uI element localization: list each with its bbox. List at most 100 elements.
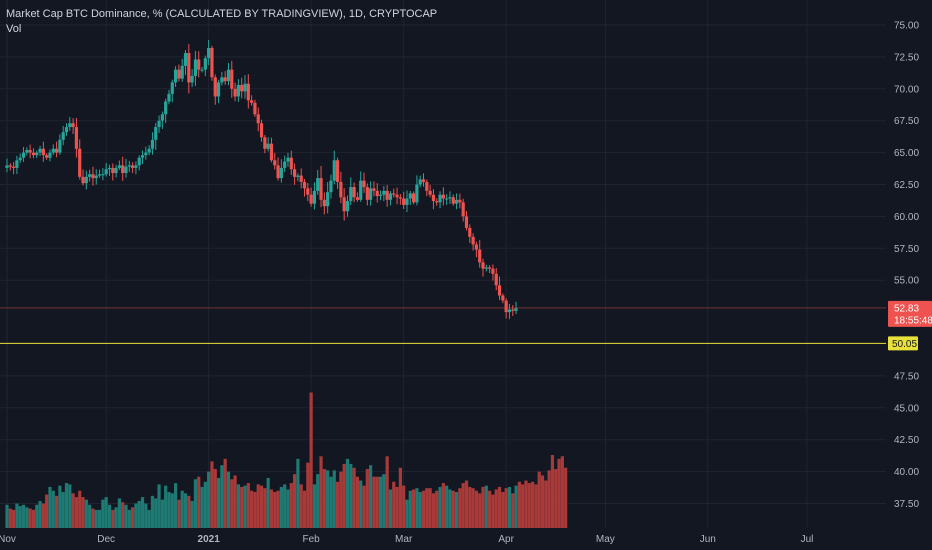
volume-bar — [352, 467, 356, 528]
volume-bar — [236, 484, 240, 528]
candle-body — [173, 69, 178, 83]
x-tick-label: 2021 — [198, 534, 221, 545]
candle-body — [299, 175, 303, 182]
volume-bar — [61, 492, 65, 528]
candle-body — [253, 102, 257, 115]
last-price-tag — [888, 300, 932, 327]
candle-body — [319, 178, 323, 200]
candle-body — [411, 193, 416, 203]
candle-body — [355, 197, 359, 200]
volume-bar — [372, 476, 376, 528]
x-tick-label: Feb — [303, 534, 321, 545]
volume-bar — [263, 488, 267, 528]
candle-body — [5, 165, 9, 168]
volume-bar — [101, 499, 105, 528]
volume-bar — [339, 471, 343, 528]
volume-bar — [544, 480, 548, 528]
symbol-title[interactable]: Market Cap BTC Dominance, % (CALCULATED … — [6, 8, 438, 20]
candle-body — [342, 197, 346, 212]
candle-body — [365, 187, 369, 200]
candle-body — [127, 165, 131, 167]
volume-bar — [511, 493, 515, 528]
candle-body — [124, 166, 128, 174]
candle-body — [117, 165, 121, 168]
candle-body — [15, 160, 19, 168]
volume-bar — [448, 489, 452, 528]
candle-body — [12, 166, 16, 168]
candle-body — [501, 295, 505, 301]
candle-body — [494, 273, 498, 286]
volume-bar — [405, 499, 409, 528]
candle-body — [378, 194, 383, 196]
candle-body — [352, 187, 356, 198]
volume-bar — [54, 495, 59, 528]
candle-body — [226, 69, 231, 82]
candle-body — [107, 167, 112, 170]
volume-bar — [292, 474, 297, 528]
volume-bar — [385, 456, 389, 528]
candle-body — [223, 77, 227, 82]
candle-body — [48, 152, 52, 158]
x-tick-label: Jun — [700, 534, 716, 545]
volume-bar — [458, 488, 462, 528]
volume-bar — [560, 456, 564, 528]
volume-bar — [359, 480, 363, 528]
candle-body — [497, 285, 502, 296]
price-axis[interactable]: 75.00 72.50 70.00 67.50 65.00 62.50 60.00 57.50… — [894, 21, 919, 511]
candle-body — [431, 194, 436, 202]
volume-bar — [111, 509, 115, 528]
volume-bar — [296, 458, 300, 528]
volume-bar — [207, 471, 211, 528]
candle-body — [259, 123, 264, 138]
candle-body — [140, 155, 145, 158]
volume-bar — [557, 458, 561, 528]
volume-bar — [378, 476, 383, 528]
volume-indicator-label[interactable]: Vol — [6, 23, 22, 35]
volume-bar — [425, 488, 429, 528]
candle-body — [230, 69, 234, 89]
volume-bar — [534, 484, 538, 528]
volume-bar — [488, 490, 492, 528]
candle-body — [180, 65, 184, 79]
volume-bar — [243, 485, 247, 528]
candle-body — [167, 93, 171, 102]
candle-body — [81, 176, 85, 184]
time-axis[interactable]: Nov Dec 2021 Feb Mar Apr May Jun Jul — [0, 534, 813, 545]
candle-body — [18, 157, 22, 161]
candle-body — [157, 120, 161, 128]
volume-bar — [501, 492, 505, 528]
y-tick-label: 55.00 — [894, 276, 919, 287]
volume-bar — [461, 483, 465, 528]
candle-body — [408, 193, 412, 199]
candle-body — [504, 300, 508, 313]
volume-bar — [524, 480, 528, 528]
candle-body — [88, 174, 92, 177]
candle-body — [203, 58, 207, 70]
candle-body — [478, 249, 482, 263]
candle-body — [359, 180, 363, 200]
candle-body — [488, 267, 492, 269]
volume-bar — [484, 485, 488, 528]
volume-bar — [531, 481, 535, 528]
y-tick-label: 45.00 — [894, 403, 919, 414]
candle-body — [398, 197, 402, 199]
candle-body — [78, 148, 82, 177]
candle-body — [418, 179, 422, 185]
candle-body — [177, 69, 181, 79]
candle-body — [392, 193, 396, 195]
volume-bar — [131, 507, 135, 528]
candle-body — [279, 167, 283, 179]
volume-bar — [193, 479, 198, 528]
volume-bar — [537, 471, 541, 528]
volume-bar — [521, 484, 525, 528]
candle-body — [84, 176, 88, 184]
volume-bar — [468, 486, 472, 528]
volume-bar — [464, 480, 469, 528]
candle-body — [329, 180, 333, 193]
candle-body — [421, 179, 426, 182]
candle-body — [286, 157, 290, 162]
volume-bar — [8, 508, 12, 528]
candle-body — [71, 123, 75, 128]
